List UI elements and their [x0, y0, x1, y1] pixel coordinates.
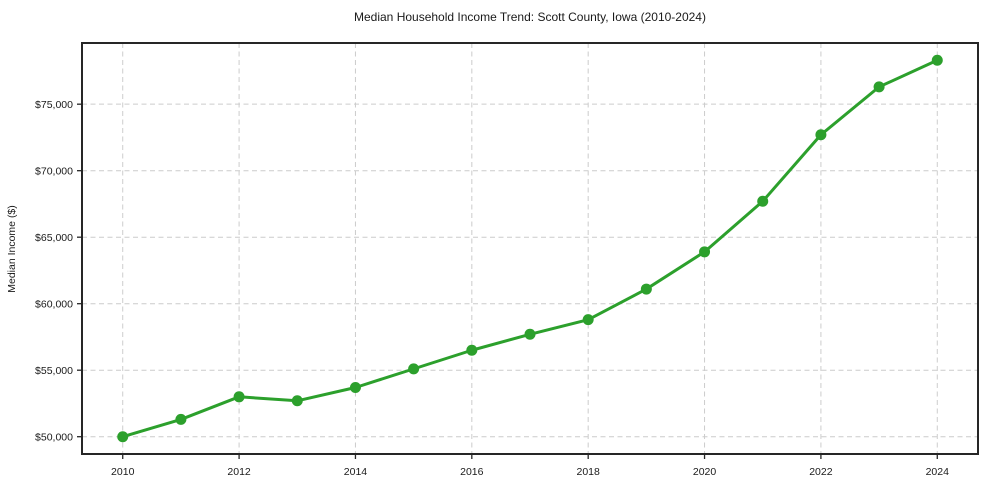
data-point-2013: [291, 395, 303, 407]
x-tick-label: 2016: [460, 466, 484, 478]
chart-title: Median Household Income Trend: Scott Cou…: [354, 10, 706, 24]
data-point-2024: [931, 54, 943, 66]
y-tick-label: $50,000: [35, 431, 73, 443]
x-tick-label: 2022: [809, 466, 833, 478]
data-point-2011: [175, 413, 187, 425]
plot-layer: $50,000 $55,000 $60,000 $65,000 $70,000 $75,0…: [35, 42, 979, 478]
data-point-2016: [466, 344, 478, 356]
x-tick-label: 2024: [926, 466, 950, 478]
plot-border: [81, 42, 979, 455]
x-tick-label: 2020: [693, 466, 717, 478]
data-point-2014: [349, 381, 361, 393]
data-point-2012: [233, 391, 245, 403]
data-point-2019: [640, 283, 652, 295]
data-point-2021: [757, 195, 769, 207]
data-point-2022: [815, 129, 827, 141]
data-point-2015: [408, 363, 420, 375]
y-tick-label: $55,000: [35, 365, 73, 377]
x-tick-label: 2012: [227, 466, 251, 478]
trend-line: [121, 58, 939, 439]
x-tick-label: 2018: [577, 466, 601, 478]
data-point-2017: [524, 328, 536, 340]
x-tick-label: 2010: [111, 466, 135, 478]
data-point-2023: [873, 81, 885, 93]
y-tick-label: $60,000: [35, 298, 73, 310]
y-tick-label: $70,000: [35, 165, 73, 177]
x-tick-label: 2014: [344, 466, 368, 478]
y-axis-label: Median Income ($): [6, 205, 18, 293]
data-point-2018: [582, 314, 594, 326]
data-point-2010: [117, 431, 129, 443]
y-tick-label: $75,000: [35, 99, 73, 111]
y-tick-label: $65,000: [35, 232, 73, 244]
data-point-2020: [699, 246, 711, 258]
